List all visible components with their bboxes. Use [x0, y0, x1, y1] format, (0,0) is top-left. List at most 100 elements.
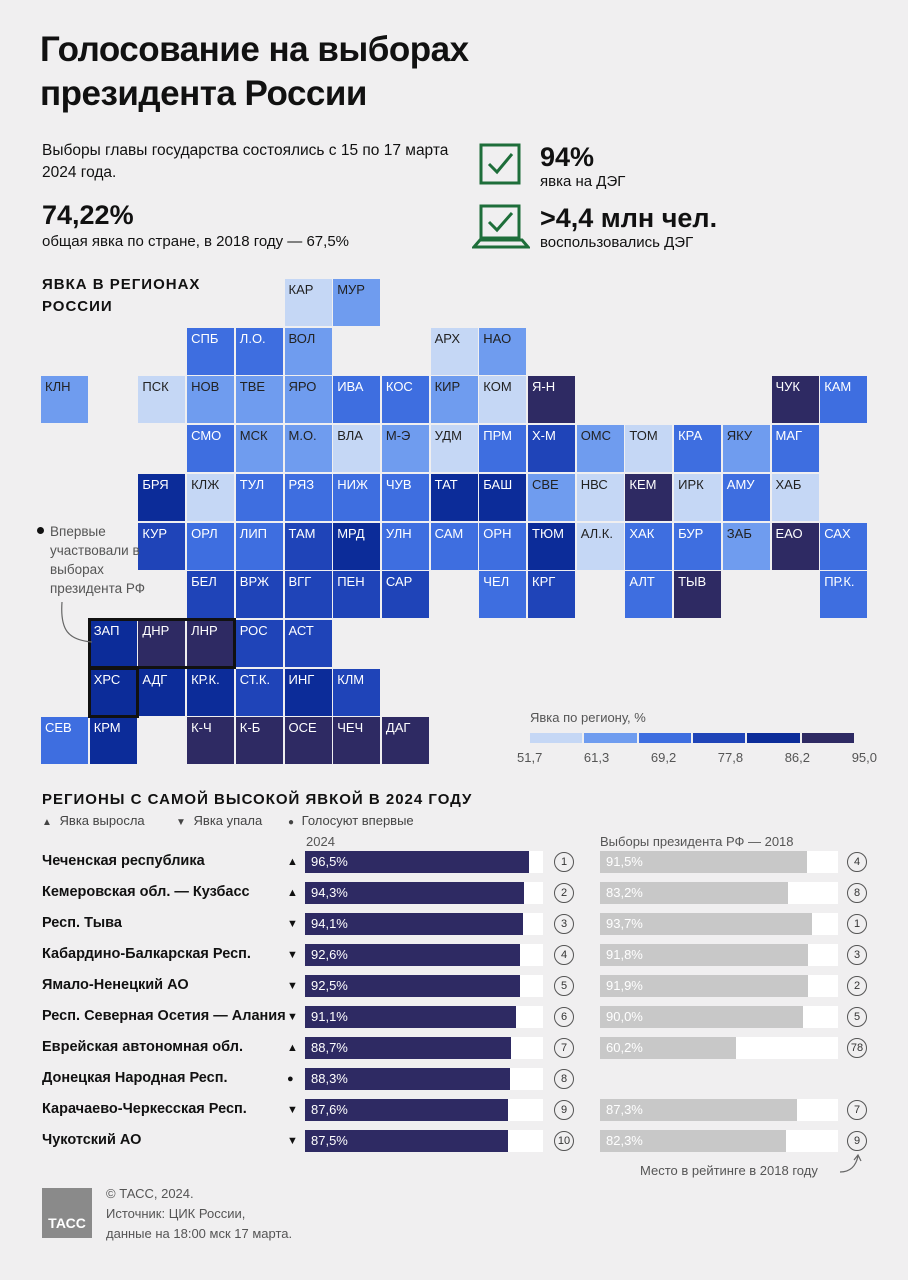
bar-label-2018: 83,2% [606, 885, 643, 900]
region-tile: ТОМ [625, 425, 673, 473]
tass-logo: ТАСС [42, 1188, 92, 1238]
region-tile: ИНГ [284, 668, 332, 716]
region-tile: К-Ч [187, 717, 235, 765]
bar-label-2024: 92,6% [311, 947, 348, 962]
legend-tick: 77,8 [717, 750, 744, 765]
region-name: Чеченская республика [42, 853, 205, 869]
bar-2024 [305, 913, 524, 935]
legend-tick: 51,7 [517, 750, 543, 765]
rank-2024-badge: 10 [554, 1131, 574, 1151]
rank-2024-badge: 6 [554, 1007, 574, 1027]
footer-source: Источник: ЦИК России, [106, 1206, 246, 1221]
region-tile: АДГ [138, 668, 186, 716]
region-tile: ЧУК [771, 376, 819, 424]
map-legend-label: Явка по региону, % [530, 710, 646, 725]
region-tile: КАМ [820, 376, 868, 424]
region-tile: ХАК [625, 522, 673, 570]
rank-2024-badge: 9 [554, 1100, 574, 1120]
region-tile: ЗАП [89, 619, 137, 667]
rank-2024-badge: 1 [554, 852, 574, 872]
legend-first: ● Голосуют впервые [288, 813, 414, 828]
region-tile: ТЫВ [674, 571, 722, 619]
note-pointer [61, 601, 93, 643]
region-tile: СПБ [187, 327, 235, 375]
region-tile: ЧУВ [381, 473, 429, 521]
rank-2018-badge: 4 [847, 852, 867, 872]
region-tile: ТУЛ [235, 473, 283, 521]
region-tile: САМ [430, 522, 478, 570]
region-tile: ЧЕЧ [333, 717, 381, 765]
region-tile: УЛН [381, 522, 429, 570]
bar-label-2018: 93,7% [606, 916, 643, 931]
legend-swatch [584, 733, 637, 743]
bar-label-2018: 90,0% [606, 1009, 643, 1024]
region-tile: ТАМ [284, 522, 332, 570]
region-tile: КЛМ [333, 668, 381, 716]
region-tile: БУР [674, 522, 722, 570]
region-tile: ВГГ [284, 571, 332, 619]
rank-note-arrow [839, 1153, 862, 1173]
region-tile: АЛ.К. [576, 522, 624, 570]
rank-2018-badge: 1 [847, 914, 867, 934]
region-name: Респ. Северная Осетия — Алания [42, 1008, 286, 1024]
legend-tick: 95,0 [851, 750, 877, 765]
legend-swatch [801, 733, 854, 743]
region-tile: АМУ [722, 473, 770, 521]
region-tile: ЛНР [187, 619, 235, 667]
region-tile: Я-Н [528, 376, 575, 424]
bar-label-2024: 88,7% [311, 1040, 348, 1055]
region-tile: АЛТ [625, 571, 673, 619]
checkbox-icon [479, 143, 521, 185]
region-tile: НВС [576, 473, 624, 521]
region-tile: НАО [479, 327, 527, 375]
triangle-down-icon: ▼ [176, 817, 186, 828]
bar-label-2024: 94,1% [311, 916, 348, 931]
region-tile: Л.О. [235, 327, 283, 375]
region-tile: КРГ [528, 571, 575, 619]
region-tile: ВЛА [333, 425, 381, 473]
region-tile: ХАБ [771, 473, 819, 521]
region-tile: РОС [235, 619, 283, 667]
region-tile: ХРС [89, 668, 137, 716]
triangle-up-icon: ▲ [287, 856, 298, 868]
bar-label-2018: 91,5% [606, 854, 643, 869]
triangle-down-icon: ▼ [287, 949, 298, 961]
turnout-caption: общая явка по стране, в 2018 году — 67,5… [42, 233, 349, 250]
region-tile: СЕВ [41, 717, 88, 765]
bar-label-2024: 87,6% [311, 1102, 348, 1117]
region-tile: МСК [235, 425, 283, 473]
region-name: Ямало-Ненецкий АО [42, 977, 189, 993]
col-2018-header: Выборы президента РФ — 2018 [600, 834, 794, 849]
region-tile: КОС [381, 376, 429, 424]
region-tile: МАГ [771, 425, 819, 473]
bar-2018 [600, 1006, 804, 1028]
rank-2018-badge: 7 [847, 1100, 867, 1120]
region-tile: АСТ [284, 619, 332, 667]
turnout-value: 74,22% [42, 200, 134, 230]
region-tile: МРД [333, 522, 381, 570]
region-tile: ТЮМ [528, 522, 575, 570]
region-tile: ДНР [138, 619, 186, 667]
region-tile: НИЖ [333, 473, 381, 521]
region-tile: КРМ [89, 717, 137, 765]
triangle-up-icon: ▲ [42, 817, 52, 828]
bar-label-2024: 94,3% [311, 885, 348, 900]
bar-2024 [305, 882, 524, 904]
map-title: ЯВКА В РЕГИОНАХ РОССИИ [42, 276, 201, 315]
rank-2024-badge: 7 [554, 1038, 574, 1058]
bar-2018 [600, 1099, 798, 1121]
region-name: Респ. Тыва [42, 915, 122, 931]
region-tile: ОРЛ [187, 522, 235, 570]
bar-2024 [305, 1099, 509, 1121]
rank-2024-badge: 5 [554, 976, 574, 996]
legend-first-label: Голосуют впервые [301, 813, 414, 828]
footer-copyright: © ТАСС, 2024. [106, 1186, 194, 1201]
region-tile: М.О. [284, 425, 332, 473]
bar-2018 [600, 913, 812, 935]
triangle-up-icon: ▲ [287, 887, 298, 899]
bar-label-2018: 91,8% [606, 947, 643, 962]
region-name: Донецкая Народная Респ. [42, 1070, 228, 1086]
region-tile: МУР [333, 279, 381, 326]
map-note: Впервые участвовали в выборах президента… [50, 524, 146, 596]
region-tile: ИВА [333, 376, 381, 424]
